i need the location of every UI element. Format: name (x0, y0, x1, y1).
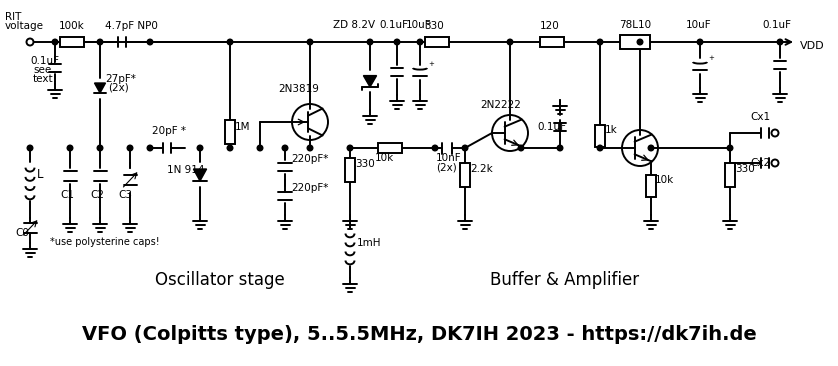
Circle shape (67, 145, 73, 151)
Circle shape (697, 39, 703, 45)
Text: 0.1uF: 0.1uF (379, 20, 408, 30)
Circle shape (292, 104, 328, 140)
Text: *use polysterine caps!: *use polysterine caps! (50, 237, 159, 247)
Bar (345, 158, 355, 182)
Text: 10k: 10k (655, 175, 675, 185)
Text: VFO (Colpitts type), 5..5.5MHz, DK7IH 2023 - https://dk7ih.de: VFO (Colpitts type), 5..5.5MHz, DK7IH 20… (81, 325, 757, 344)
Text: 78L10: 78L10 (619, 20, 651, 30)
Circle shape (772, 160, 779, 167)
Text: 10nF: 10nF (436, 153, 462, 163)
Text: 100k: 100k (59, 21, 85, 31)
Text: C0: C0 (15, 228, 28, 238)
Text: Cx2: Cx2 (750, 158, 770, 168)
Polygon shape (194, 169, 207, 181)
Text: VDD: VDD (800, 41, 825, 51)
Circle shape (622, 130, 658, 166)
Circle shape (147, 39, 153, 45)
Text: Buffer & Amplifier: Buffer & Amplifier (490, 271, 639, 289)
Bar (540, 37, 564, 47)
Circle shape (518, 145, 524, 151)
Text: 220pF*: 220pF* (291, 183, 328, 193)
Text: 1N 914: 1N 914 (167, 165, 204, 175)
Circle shape (227, 39, 233, 45)
Text: 2N3819: 2N3819 (278, 84, 319, 94)
Circle shape (147, 145, 153, 151)
Text: (2x): (2x) (436, 162, 457, 172)
Text: 4.7pF NP0: 4.7pF NP0 (105, 21, 158, 31)
Circle shape (257, 145, 263, 151)
Text: 0.1uF: 0.1uF (537, 122, 566, 132)
Circle shape (308, 145, 313, 151)
Text: (2x): (2x) (108, 83, 129, 93)
Text: C3: C3 (118, 190, 132, 200)
Circle shape (432, 145, 437, 151)
Circle shape (557, 145, 563, 151)
Circle shape (417, 39, 423, 45)
Text: see: see (33, 65, 51, 75)
Text: L: L (37, 168, 44, 181)
Polygon shape (364, 76, 376, 87)
Text: Cx1: Cx1 (750, 112, 770, 122)
Circle shape (308, 39, 313, 45)
Bar (725, 163, 735, 187)
Text: 1mH: 1mH (357, 238, 381, 248)
Bar (378, 143, 402, 153)
Bar (60, 37, 84, 47)
Text: 220pF*: 220pF* (291, 154, 328, 164)
Text: RIT: RIT (5, 12, 22, 22)
Bar (460, 163, 470, 187)
Circle shape (463, 145, 468, 151)
Text: 1k: 1k (605, 125, 618, 135)
Text: 10k: 10k (375, 153, 394, 163)
Circle shape (347, 145, 353, 151)
Bar (425, 37, 449, 47)
Bar (595, 125, 605, 147)
Circle shape (27, 145, 33, 151)
Circle shape (27, 38, 34, 45)
Text: 0.1uF: 0.1uF (30, 56, 59, 66)
Circle shape (597, 39, 603, 45)
Text: 330: 330 (735, 164, 755, 174)
Circle shape (777, 39, 783, 45)
Circle shape (97, 145, 103, 151)
Text: 0.1uF: 0.1uF (762, 20, 791, 30)
Circle shape (367, 39, 373, 45)
Circle shape (772, 130, 779, 137)
Polygon shape (95, 83, 106, 93)
Text: C1: C1 (60, 190, 74, 200)
Circle shape (597, 145, 603, 151)
Circle shape (282, 145, 287, 151)
Text: 27pF*: 27pF* (105, 74, 136, 84)
Text: 10uF: 10uF (406, 20, 432, 30)
Text: 120: 120 (540, 21, 560, 31)
Text: 2N2222: 2N2222 (480, 100, 521, 110)
Circle shape (394, 39, 400, 45)
Text: Oscillator stage: Oscillator stage (155, 271, 285, 289)
Bar (646, 175, 656, 197)
Text: 20pF *: 20pF * (152, 126, 186, 136)
Text: 1M: 1M (235, 122, 251, 132)
Text: 10uF: 10uF (686, 20, 711, 30)
Text: 2.2k: 2.2k (470, 164, 493, 174)
Circle shape (507, 39, 513, 45)
Circle shape (127, 145, 132, 151)
Circle shape (227, 145, 233, 151)
Text: C2: C2 (90, 190, 104, 200)
Text: 330: 330 (424, 21, 444, 31)
Text: +: + (428, 61, 434, 67)
Circle shape (727, 145, 732, 151)
Text: voltage: voltage (5, 21, 44, 31)
Circle shape (52, 39, 58, 45)
Bar (620, 35, 650, 49)
Text: 330: 330 (355, 159, 375, 169)
Circle shape (492, 115, 528, 151)
Circle shape (637, 39, 643, 45)
Circle shape (97, 39, 103, 45)
Text: ZD 8.2V: ZD 8.2V (333, 20, 375, 30)
Circle shape (197, 145, 203, 151)
Text: text!: text! (33, 74, 58, 84)
Text: +: + (708, 55, 714, 61)
Bar (225, 120, 235, 144)
Circle shape (649, 145, 654, 151)
